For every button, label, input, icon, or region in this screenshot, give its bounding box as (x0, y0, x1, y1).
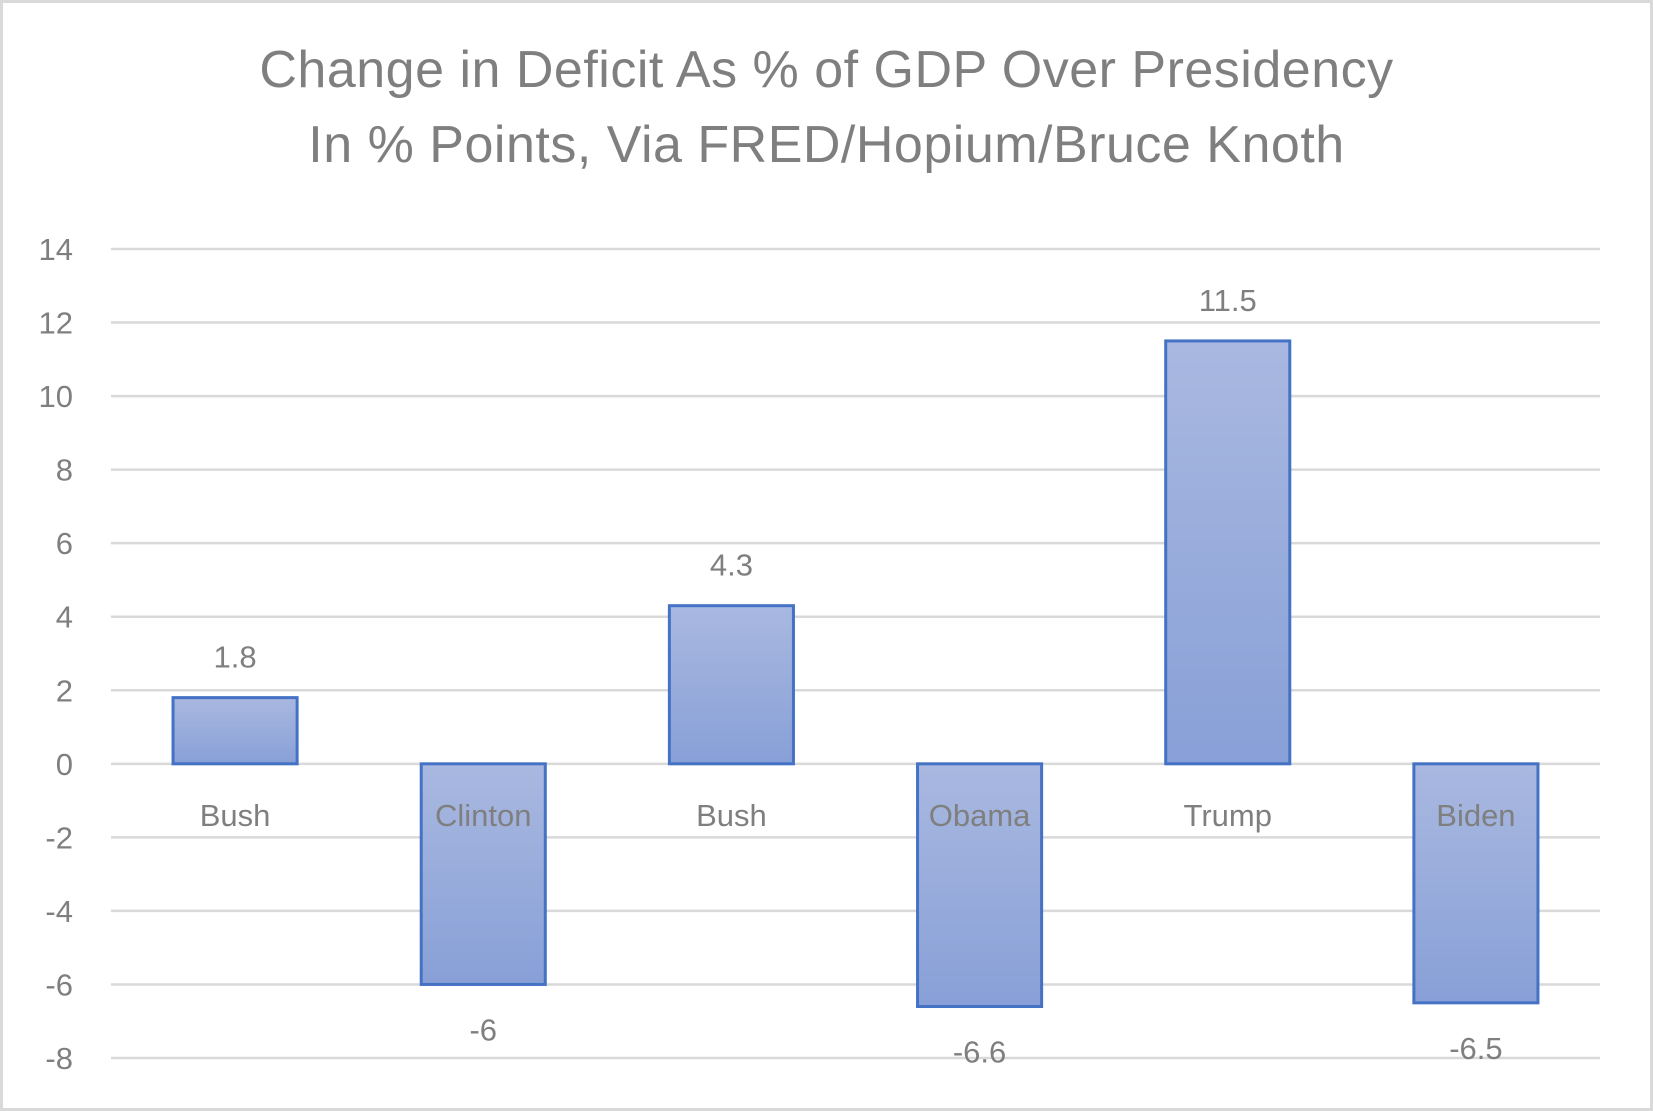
y-tick-label: 14 (39, 232, 73, 267)
chart-title: Change in Deficit As % of GDP Over Presi… (259, 41, 1394, 99)
bar-obama (916, 762, 1044, 1009)
bar-clinton (419, 762, 547, 986)
y-tick-label: -8 (45, 1041, 73, 1076)
data-label: -6 (469, 1012, 497, 1047)
y-tick-label: -6 (45, 967, 73, 1002)
y-axis-tick-labels: 14 12 10 8 6 4 2 0 -2 -4 -6 -8 (39, 232, 73, 1076)
bar-bush (171, 696, 299, 766)
y-tick-label: -4 (45, 894, 73, 929)
data-label: 4.3 (710, 548, 753, 583)
y-tick-label: 4 (56, 600, 73, 635)
data-label: -6.5 (1449, 1031, 1502, 1066)
gridlines (111, 247, 1600, 1060)
data-labels: 1.8 -6 4.3 -6.6 11.5 -6.5 (214, 283, 1503, 1070)
data-label: -6.6 (953, 1035, 1006, 1070)
y-tick-label: 0 (56, 747, 73, 782)
bar-biden (1412, 762, 1540, 1005)
y-tick-label: 10 (39, 379, 73, 414)
category-label: Obama (929, 798, 1031, 833)
bars (171, 339, 1540, 1009)
y-tick-label: 2 (56, 673, 73, 708)
y-tick-label: 6 (56, 526, 73, 561)
bar-bush (667, 604, 795, 766)
data-label: 11.5 (1199, 283, 1257, 318)
chart-subtitle: In % Points, Via FRED/Hopium/Bruce Knoth (308, 116, 1345, 174)
category-label: Bush (200, 798, 271, 833)
category-label: Bush (696, 798, 767, 833)
y-tick-label: 8 (56, 453, 73, 488)
category-label: Clinton (435, 798, 532, 833)
x-axis-category-labels: Bush Clinton Bush Obama Trump Biden (200, 798, 1516, 833)
y-tick-label: -2 (45, 820, 73, 855)
data-label: 1.8 (214, 640, 257, 675)
bar-trump (1164, 339, 1292, 766)
category-label: Trump (1184, 798, 1272, 833)
category-label: Biden (1436, 798, 1515, 833)
y-tick-label: 12 (39, 306, 73, 341)
